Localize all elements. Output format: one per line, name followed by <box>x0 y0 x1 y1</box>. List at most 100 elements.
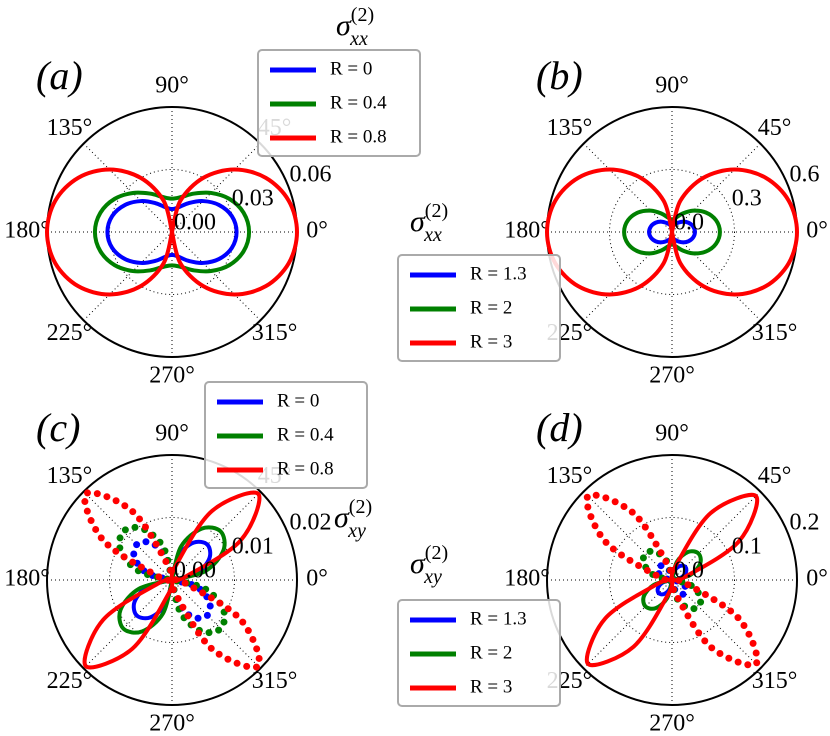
legend-label: R = 0.4 <box>330 92 387 113</box>
grid-spoke <box>583 143 673 233</box>
legend-label: R = 2 <box>470 642 512 663</box>
series-dotted <box>668 576 761 669</box>
panel-label: (d) <box>536 405 583 450</box>
series-line <box>545 167 674 297</box>
legend-label: R = 0 <box>330 58 372 79</box>
r-tick-label: 0.03 <box>232 186 274 212</box>
grid-spoke <box>583 491 673 581</box>
legend-box <box>397 254 561 362</box>
theta-tick-label: 180° <box>504 566 550 592</box>
y-title: σ(2) xy <box>334 496 372 542</box>
grid-spoke <box>83 143 173 233</box>
r-tick-label: 0.2 <box>789 510 819 536</box>
grid-spoke <box>171 491 261 581</box>
theta-tick-label: 315° <box>752 668 798 694</box>
theta-tick-label: 180° <box>504 218 550 244</box>
grid-spoke <box>583 579 673 669</box>
theta-tick-label: 315° <box>752 320 798 346</box>
series-line <box>622 208 722 256</box>
r-tick-label: 0.1 <box>732 534 762 560</box>
r-tick-label: 0.0 <box>674 558 704 584</box>
theta-tick-label: 45° <box>758 463 792 489</box>
grid-spoke <box>671 579 761 669</box>
legend-label: R = 2 <box>470 297 512 318</box>
r-tick-label: 0.6 <box>789 162 819 188</box>
theta-tick-label: 135° <box>547 115 593 141</box>
legend: R = 0 R = 0.4 R = 0.8 <box>204 381 368 489</box>
series-dotted <box>583 491 676 584</box>
panel-label: (b) <box>536 53 583 98</box>
theta-tick-label: 135° <box>547 463 593 489</box>
series-line <box>45 167 174 297</box>
y-title: σ(2) xx <box>336 4 374 50</box>
grid-spoke <box>171 579 261 669</box>
series-line <box>647 219 697 245</box>
theta-tick-label: 270° <box>649 363 695 389</box>
title-sub: xx <box>349 28 368 50</box>
series-line <box>170 167 299 297</box>
legend: R = 1.3 R = 2 R = 3 <box>397 599 561 707</box>
grid-circle <box>609 517 735 643</box>
legend-box <box>204 381 368 489</box>
grid-circle <box>109 517 235 643</box>
theta-tick-label: 0° <box>306 566 328 592</box>
theta-tick-label: 225° <box>47 320 93 346</box>
legend-box <box>397 599 561 707</box>
series-line <box>584 577 675 668</box>
theta-tick-label: 45° <box>758 115 792 141</box>
theta-tick-label: 315° <box>252 320 298 346</box>
grid-spoke <box>671 491 761 581</box>
title-sup: (2) <box>349 496 372 518</box>
polar-panel: 0°45°90°135°180°225°270°315°0.00.30.6(b)… <box>397 53 828 389</box>
theta-tick-label: 315° <box>252 668 298 694</box>
series-line <box>669 492 760 583</box>
legend-label: R = 0.4 <box>277 424 334 445</box>
y-title: σ(2) xx <box>410 200 448 246</box>
theta-tick-label: 0° <box>806 566 828 592</box>
grid-spoke <box>171 231 261 321</box>
theta-tick-label: 0° <box>306 218 328 244</box>
series-dotted <box>130 538 176 584</box>
series-line <box>117 578 174 635</box>
series-dotted <box>168 576 263 671</box>
grid-spoke <box>171 143 261 233</box>
title-sub: xx <box>423 224 442 246</box>
theta-tick-label: 135° <box>47 463 93 489</box>
title-symbol: σ <box>410 547 426 580</box>
legend-label: R = 3 <box>470 676 512 697</box>
legend-label: R = 0 <box>277 390 319 411</box>
series-line <box>82 577 175 670</box>
series-dotted <box>115 523 176 584</box>
theta-tick-label: 90° <box>155 421 189 447</box>
series-dotted <box>168 576 214 622</box>
grid-circle <box>109 169 235 295</box>
legend-label: R = 1.3 <box>470 263 527 284</box>
y-title: σ(2) xy <box>410 542 448 588</box>
legend-label: R = 3 <box>470 331 512 352</box>
series-dotted <box>168 576 229 637</box>
grid-spoke <box>671 231 761 321</box>
legend-label: R = 1.3 <box>470 608 527 629</box>
outer-circle <box>46 454 298 706</box>
r-tick-label: 0.06 <box>289 162 331 188</box>
panel-label: (c) <box>36 405 80 450</box>
legend: R = 0 R = 0.4 R = 0.8 <box>257 49 421 157</box>
polar-panel: 0°45°90°135°180°225°270°315°0.000.010.02… <box>4 381 372 736</box>
theta-tick-label: 225° <box>47 668 93 694</box>
r-tick-label: 0.00 <box>174 558 216 584</box>
theta-tick-label: 180° <box>4 218 50 244</box>
series-line <box>670 167 799 297</box>
outer-circle <box>546 454 798 706</box>
r-tick-label: 0.3 <box>732 186 762 212</box>
grid-spoke <box>83 579 173 669</box>
theta-tick-label: 270° <box>149 363 195 389</box>
theta-tick-label: 135° <box>47 115 93 141</box>
r-tick-label: 0.0 <box>674 210 704 236</box>
grid-circle <box>609 169 735 295</box>
panel-label: (a) <box>36 53 83 98</box>
theta-tick-label: 270° <box>149 711 195 736</box>
r-tick-label: 0.02 <box>289 510 331 536</box>
legend-box <box>257 49 421 157</box>
polar-panel: 0°45°90°135°180°225°270°315°0.000.030.06… <box>4 4 421 389</box>
